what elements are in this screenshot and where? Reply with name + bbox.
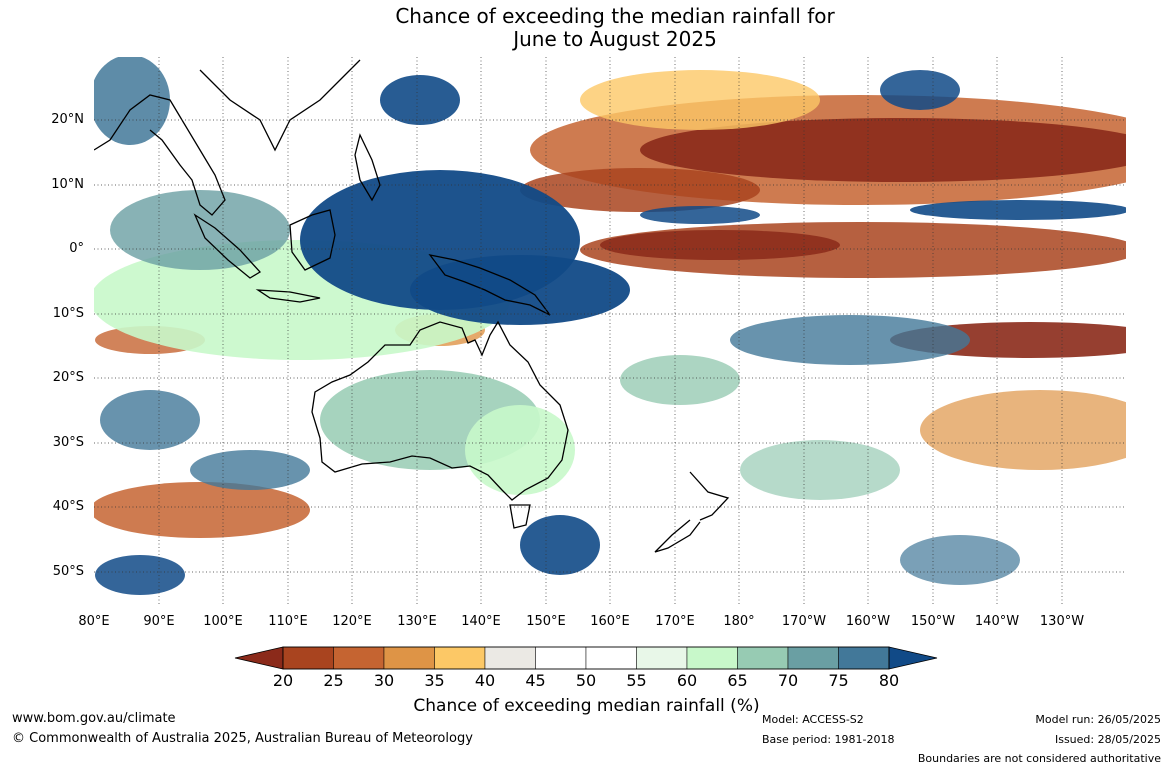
- rainfall-anomaly-region: [94, 482, 310, 538]
- rainfall-anomaly-region: [190, 450, 310, 490]
- colorbar-segment: [535, 646, 587, 670]
- rainfall-anomaly-region: [95, 555, 185, 595]
- colorbar-tick-label: 25: [323, 671, 344, 690]
- rainfall-anomaly-region: [620, 355, 740, 405]
- sumatra-coastline: [193, 213, 262, 279]
- lon-label-180: 180°: [723, 614, 755, 629]
- rainfall-anomaly-region: [740, 440, 900, 500]
- colorbar-outline: [282, 646, 890, 670]
- lon-label-130w: 130°W: [1039, 614, 1085, 629]
- lat-label-30s: 30°S: [52, 435, 84, 450]
- colorbar-segment: [636, 646, 688, 670]
- lat-label-20s: 20°S: [52, 370, 84, 385]
- lon-label-150w: 150°W: [910, 614, 956, 629]
- rainfall-anomaly-region: [730, 315, 970, 365]
- colorbar-tick-label: 55: [626, 671, 647, 690]
- disclaimer-text: Boundaries are not considered authoritat…: [917, 752, 1161, 765]
- lon-label-110e: 110°E: [268, 614, 308, 629]
- colorbar-tick-label: 65: [727, 671, 748, 690]
- lon-label-170w: 170°W: [781, 614, 827, 629]
- colorbar-segment: [434, 646, 486, 670]
- borneo-coastline: [289, 209, 336, 271]
- rainfall-anomaly-region: [910, 200, 1126, 220]
- colorbar-extend-low: [234, 646, 284, 670]
- lat-label-10n: 10°N: [51, 177, 84, 192]
- rainfall-anomaly-region: [465, 405, 575, 495]
- model-text: Model: ACCESS-S2: [762, 713, 864, 726]
- copyright-text: © Commonwealth of Australia 2025, Austra…: [12, 731, 473, 746]
- lon-label-120e: 120°E: [332, 614, 372, 629]
- rainfall-anomaly-region: [640, 118, 1126, 182]
- lat-label-equator: 0°: [69, 241, 84, 256]
- rainfall-anomaly-region: [100, 390, 200, 450]
- map-title-line-1: Chance of exceeding the median rainfall …: [395, 4, 835, 28]
- asia-coastline: [94, 59, 361, 216]
- colorbar-tick-label: 70: [777, 671, 799, 690]
- colorbar-tick-label: 50: [575, 671, 597, 690]
- issued-text: Issued: 28/05/2025: [1054, 733, 1161, 746]
- lat-label-20n: 20°N: [51, 112, 84, 127]
- model-run-text: Model run: 26/05/2025: [1035, 713, 1161, 726]
- lon-label-160e: 160°E: [590, 614, 630, 629]
- colorbar-segment: [282, 646, 334, 670]
- rainfall-anomaly-region: [520, 168, 760, 212]
- colorbar-segment: [838, 646, 890, 670]
- rainfall-anomaly-region: [880, 70, 960, 110]
- colorbar-tick-label: 45: [525, 671, 546, 690]
- rainfall-anomaly-region: [110, 190, 290, 270]
- new-guinea-coastline: [428, 254, 551, 316]
- graticule: [94, 57, 1126, 604]
- colorbar-segment: [383, 646, 435, 670]
- lon-label-140e: 140°E: [461, 614, 501, 629]
- colorbar-segment: [787, 646, 839, 670]
- colorbar-tick-label: 20: [272, 671, 294, 690]
- lat-label-50s: 50°S: [52, 564, 84, 579]
- rainfall-anomaly-region: [580, 70, 820, 130]
- java-coastline: [255, 289, 321, 303]
- rainfall-anomaly-region: [410, 255, 630, 325]
- map-title-line-2: June to August 2025: [513, 27, 717, 51]
- tasmania-coastline: [509, 504, 531, 529]
- new-zealand-coastline: [654, 471, 730, 553]
- lat-label-40s: 40°S: [52, 499, 84, 514]
- lon-label-80e: 80°E: [78, 614, 110, 629]
- lat-label-10s: 10°S: [52, 306, 84, 321]
- colorbar-label: Chance of exceeding median rainfall (%): [413, 696, 760, 716]
- colorbar-segment: [333, 646, 385, 670]
- lon-label-170e: 170°E: [655, 614, 695, 629]
- rainfall-anomaly-region: [900, 535, 1020, 585]
- lon-label-140w: 140°W: [974, 614, 1020, 629]
- rainfall-anomaly-region: [94, 57, 170, 145]
- lon-label-100e: 100°E: [203, 614, 243, 629]
- base-period-text: Base period: 1981-2018: [762, 733, 895, 746]
- coastlines: [94, 59, 730, 553]
- rainfall-anomaly-region: [640, 206, 760, 224]
- colorbar-tick-label: 30: [373, 671, 395, 690]
- rainfall-shading: [94, 57, 1126, 595]
- rainfall-anomaly-region: [920, 390, 1126, 470]
- lon-label-90e: 90°E: [143, 614, 175, 629]
- australia-coastline: [311, 320, 569, 501]
- colorbar-segment: [484, 646, 536, 670]
- philippines-coastline: [354, 133, 381, 202]
- lon-label-160w: 160°W: [845, 614, 891, 629]
- website-text: www.bom.gov.au/climate: [12, 711, 176, 726]
- colorbar-tick-label: 80: [878, 671, 900, 690]
- colorbar-segment: [737, 646, 789, 670]
- colorbar-segments: [234, 646, 938, 670]
- rainfall-anomaly-region: [380, 75, 460, 125]
- colorbar-extend-high: [888, 646, 938, 670]
- rainfall-anomaly-region: [520, 515, 600, 575]
- lon-label-150e: 150°E: [526, 614, 566, 629]
- colorbar-tick-label: 40: [474, 671, 496, 690]
- colorbar-segment: [686, 646, 738, 670]
- colorbar-tick-label: 35: [424, 671, 445, 690]
- colorbar-segment: [585, 646, 637, 670]
- colorbar-tick-label: 75: [828, 671, 849, 690]
- rainfall-anomaly-region: [600, 230, 840, 260]
- lon-label-130e: 130°E: [397, 614, 437, 629]
- colorbar-tick-label: 60: [676, 671, 698, 690]
